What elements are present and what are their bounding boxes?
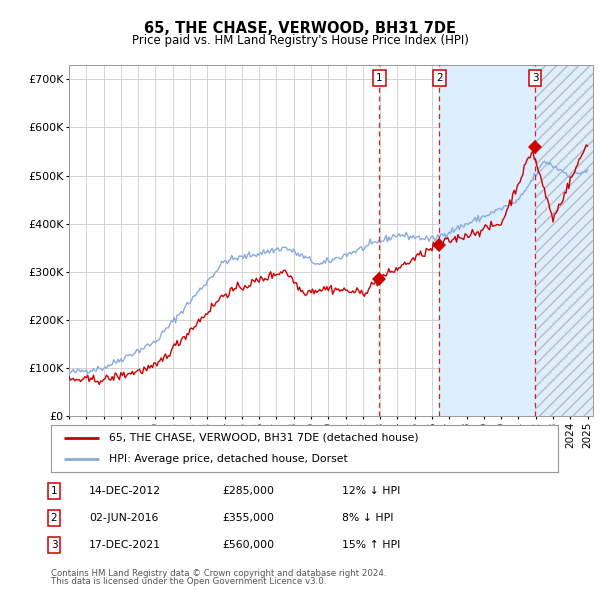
Text: 15% ↑ HPI: 15% ↑ HPI [342,540,400,550]
Bar [535,65,600,416]
Text: 3: 3 [50,540,58,550]
Text: 65, THE CHASE, VERWOOD, BH31 7DE (detached house): 65, THE CHASE, VERWOOD, BH31 7DE (detach… [109,432,419,442]
Text: 3: 3 [532,73,538,83]
Text: £285,000: £285,000 [222,486,274,496]
Text: 2: 2 [50,513,58,523]
Text: 1: 1 [50,486,58,496]
Text: HPI: Average price, detached house, Dorset: HPI: Average price, detached house, Dors… [109,454,348,464]
Text: 2: 2 [436,73,443,83]
Text: 8% ↓ HPI: 8% ↓ HPI [342,513,394,523]
Text: 02-JUN-2016: 02-JUN-2016 [89,513,158,523]
Text: £355,000: £355,000 [222,513,274,523]
Text: 17-DEC-2021: 17-DEC-2021 [89,540,161,550]
Text: 1: 1 [376,73,383,83]
Text: 65, THE CHASE, VERWOOD, BH31 7DE: 65, THE CHASE, VERWOOD, BH31 7DE [144,21,456,35]
Bar [439,65,535,416]
Text: £560,000: £560,000 [222,540,274,550]
Text: Contains HM Land Registry data © Crown copyright and database right 2024.: Contains HM Land Registry data © Crown c… [51,569,386,578]
Text: This data is licensed under the Open Government Licence v3.0.: This data is licensed under the Open Gov… [51,578,326,586]
Text: 14-DEC-2012: 14-DEC-2012 [89,486,161,496]
Text: 12% ↓ HPI: 12% ↓ HPI [342,486,400,496]
Text: Price paid vs. HM Land Registry's House Price Index (HPI): Price paid vs. HM Land Registry's House … [131,34,469,47]
Bar [535,65,600,416]
